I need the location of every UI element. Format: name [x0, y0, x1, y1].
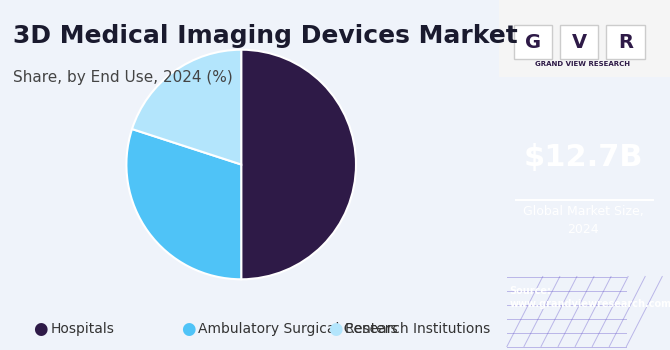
Text: ●: ●: [34, 320, 48, 338]
Text: ●: ●: [328, 320, 343, 338]
Text: R: R: [618, 33, 632, 51]
Text: Ambulatory Surgical Centers: Ambulatory Surgical Centers: [198, 322, 397, 336]
Text: Share, by End Use, 2024 (%): Share, by End Use, 2024 (%): [13, 70, 233, 85]
Wedge shape: [132, 50, 241, 164]
Text: Hospitals: Hospitals: [50, 322, 114, 336]
Text: V: V: [572, 33, 587, 51]
Text: Source:
www.grandviewresearch.com: Source: www.grandviewresearch.com: [509, 286, 670, 309]
Text: Global Market Size,
2024: Global Market Size, 2024: [523, 205, 643, 236]
Text: G: G: [525, 33, 541, 51]
Bar: [560, 25, 598, 59]
Text: $12.7B: $12.7B: [523, 143, 643, 172]
Bar: [514, 25, 552, 59]
Bar: [499, 0, 670, 77]
Text: GRAND VIEW RESEARCH: GRAND VIEW RESEARCH: [535, 61, 630, 67]
Wedge shape: [127, 129, 241, 279]
Text: ●: ●: [181, 320, 196, 338]
Bar: [606, 25, 645, 59]
Text: 3D Medical Imaging Devices Market: 3D Medical Imaging Devices Market: [13, 25, 518, 49]
Wedge shape: [241, 50, 356, 279]
Text: Research Institutions: Research Institutions: [345, 322, 490, 336]
